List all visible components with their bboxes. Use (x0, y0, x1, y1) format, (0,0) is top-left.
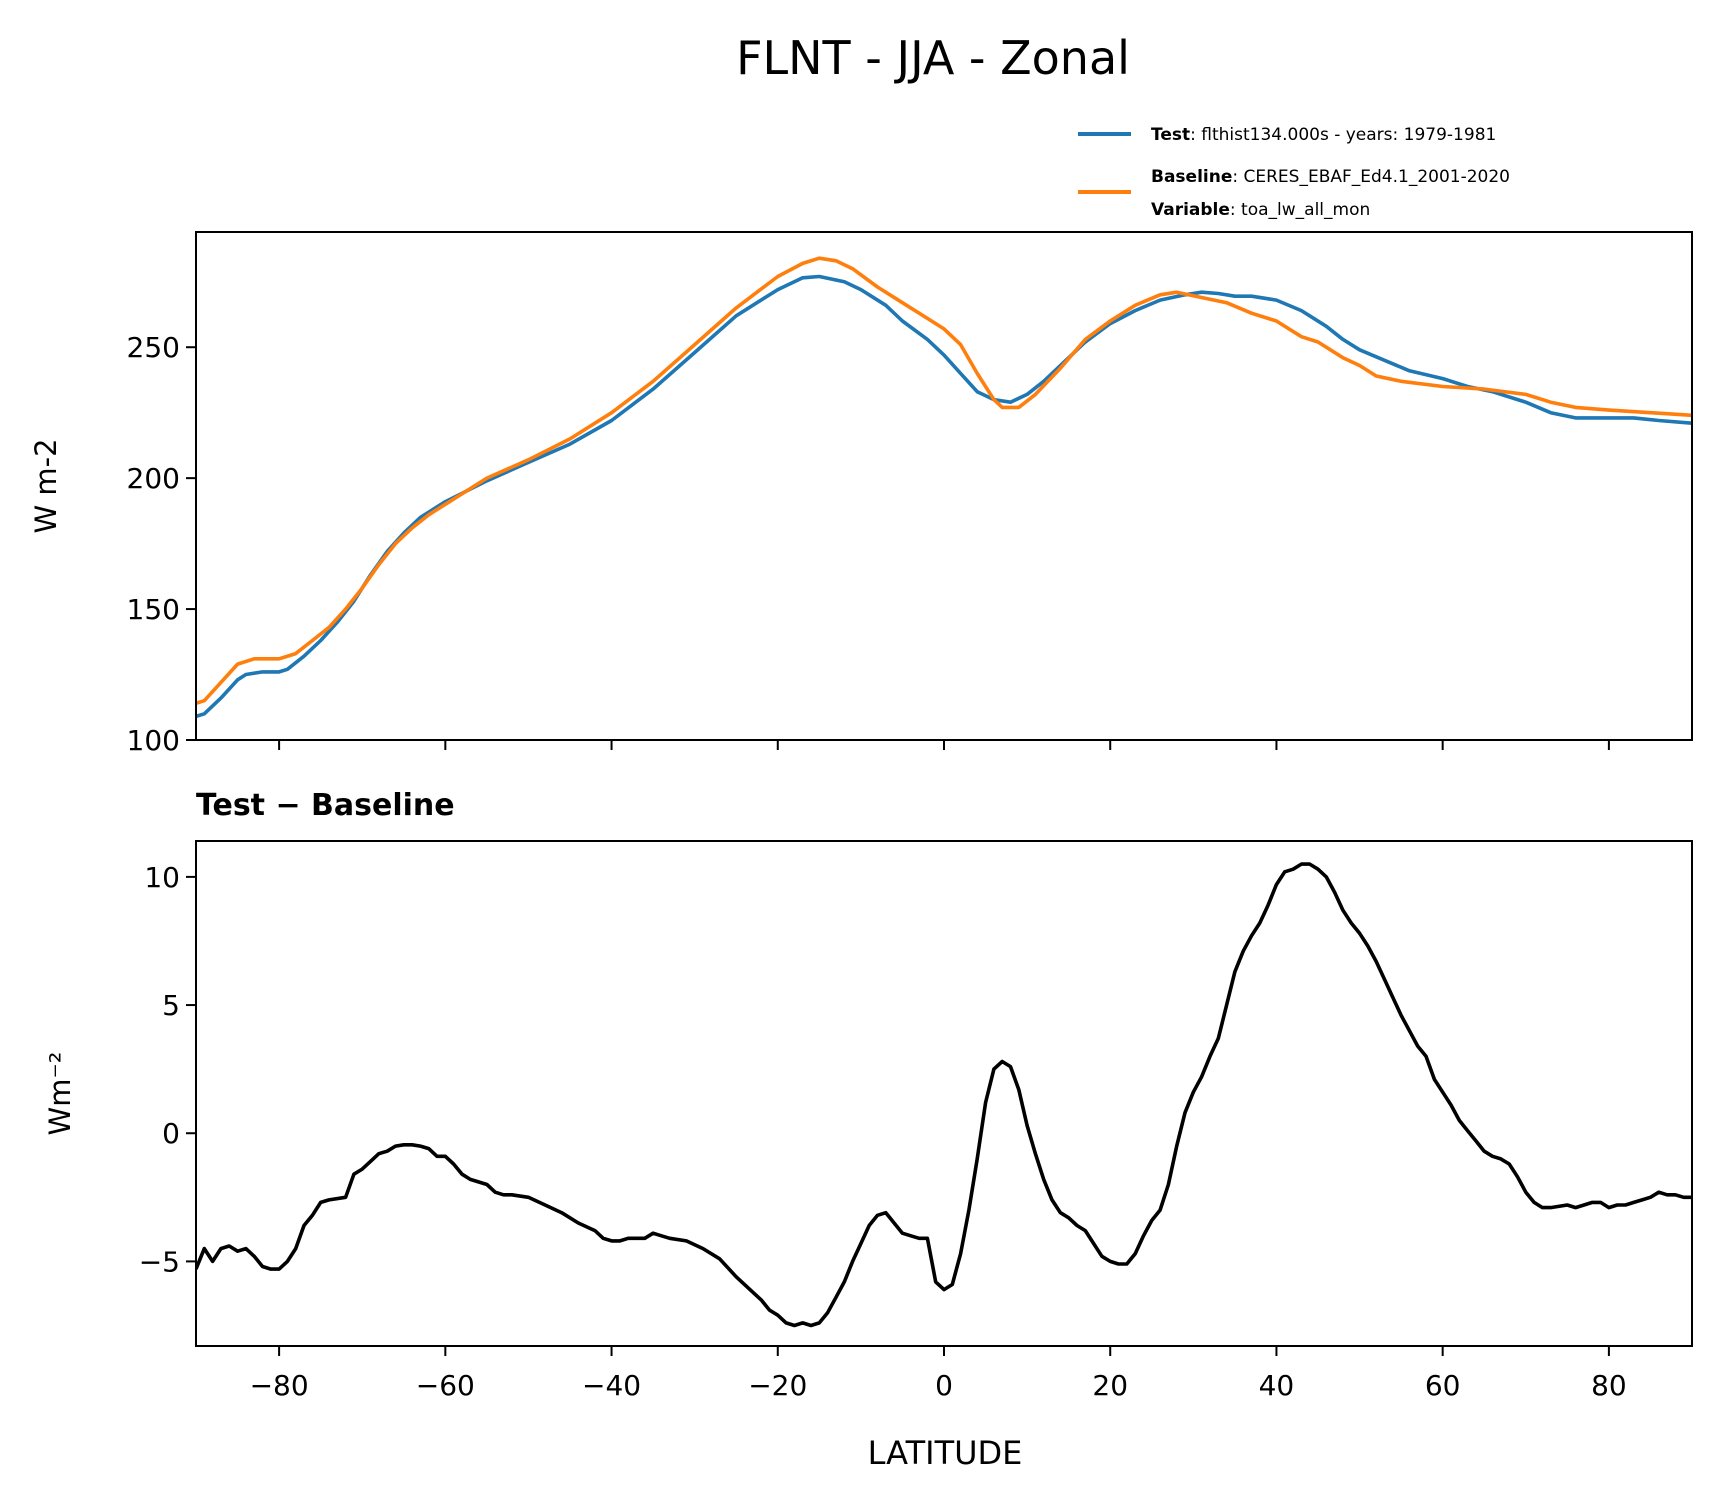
bottom-y-tick-label: −5 (139, 1245, 180, 1278)
bottom-x-tick-label: −80 (250, 1369, 309, 1402)
bottom-x-tick-label: 0 (935, 1369, 953, 1402)
top-panel: 100 150 200 250 W m-2 (29, 231, 1693, 757)
top-y-tick-label: 100 (127, 724, 180, 757)
bottom-y-axis-label: Wm⁻² (43, 1052, 77, 1136)
bottom-x-tick-label: 80 (1591, 1369, 1627, 1402)
bottom-x-tick-label: 60 (1425, 1369, 1461, 1402)
bottom-y-tick-label: 10 (144, 861, 180, 894)
legend-test-key: Test (1151, 125, 1190, 145)
bottom-y-tick-label: 5 (162, 989, 180, 1022)
legend-variable-key: Variable (1151, 200, 1230, 220)
legend-variable-text: : toa_lw_all_mon (1230, 200, 1370, 220)
legend-baseline-key: Baseline (1151, 167, 1232, 187)
top-series-line-baseline (196, 256, 1692, 706)
bottom-x-tick-label: −40 (582, 1369, 641, 1402)
top-series-line-test (196, 274, 1692, 719)
chart-title: FLNT - JJA - Zonal (736, 31, 1130, 85)
legend: Test: flthist134.000s - years: 1979-1981… (1078, 125, 1510, 220)
bottom-y-tick-label: 0 (162, 1117, 180, 1150)
bottom-x-tick-label: 20 (1092, 1369, 1128, 1402)
bottom-x-tick-label: 40 (1259, 1369, 1295, 1402)
top-y-tick-label: 200 (127, 462, 180, 495)
bottom-axes-frame (195, 840, 1693, 1347)
bottom-x-tick-label: −60 (416, 1369, 475, 1402)
legend-entry-variable: Variable: toa_lw_all_mon (1151, 200, 1370, 220)
legend-entry-test: Test: flthist134.000s - years: 1979-1981 (1151, 125, 1496, 145)
bottom-x-tick-label: −20 (748, 1369, 807, 1402)
top-y-tick-label: 150 (127, 593, 180, 626)
top-y-axis-label: W m-2 (29, 438, 63, 533)
top-y-tick-label: 250 (127, 331, 180, 364)
legend-baseline-text: : CERES_EBAF_Ed4.1_2001-2020 (1232, 167, 1510, 187)
legend-test-text: : flthist134.000s - years: 1979-1981 (1190, 125, 1496, 145)
difference-panel: −5 0 5 10 −80 −60 −40 −20 0 20 40 60 80 Wm⁻² (43, 840, 1693, 1402)
legend-entry-baseline: Baseline: CERES_EBAF_Ed4.1_2001-2020 (1151, 167, 1510, 187)
bottom-series-line-difference (196, 862, 1692, 1328)
difference-panel-title: Test − Baseline (196, 788, 455, 823)
x-axis-label: LATITUDE (868, 1434, 1023, 1472)
top-axes-frame (195, 231, 1693, 741)
